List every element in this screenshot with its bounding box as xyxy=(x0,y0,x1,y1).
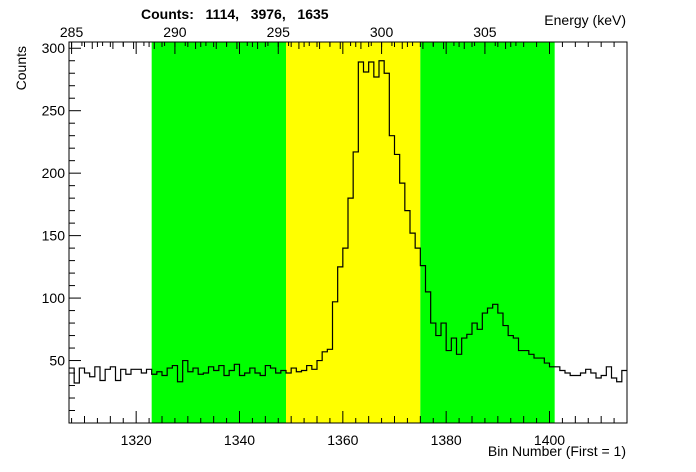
chart-title: Counts: 1114, 3976, 1635 xyxy=(141,6,329,22)
y-tick-label: 200 xyxy=(42,165,66,181)
plot-frame xyxy=(68,41,628,424)
y-tick-label: 150 xyxy=(42,228,66,244)
x2-axis-label: Energy (keV) xyxy=(544,12,626,28)
region-right-background xyxy=(420,42,555,423)
x-tick-label: 1400 xyxy=(534,432,565,448)
x-tick-label: 1360 xyxy=(327,432,358,448)
x-tick-label: 1380 xyxy=(431,432,462,448)
y-tick-label: 300 xyxy=(42,40,66,56)
y-tick-label: 100 xyxy=(42,290,66,306)
region-left-background xyxy=(151,42,286,423)
y-axis-label: Counts xyxy=(13,46,29,90)
x2-tick-label: 300 xyxy=(370,24,394,40)
x-tick-label: 1320 xyxy=(121,432,152,448)
x2-tick-label: 285 xyxy=(60,24,84,40)
x-axis-label: Bin Number (First = 1) xyxy=(488,443,626,459)
x-tick-label: 1340 xyxy=(224,432,255,448)
axis-ticks: 1320 1340 1360 1380 140050100150200250300285… xyxy=(42,24,628,448)
y-tick-label: 50 xyxy=(49,353,65,369)
x2-tick-label: 290 xyxy=(163,24,187,40)
y-tick-label: 250 xyxy=(42,103,66,119)
x2-tick-label: 305 xyxy=(473,24,497,40)
x2-tick-label: 295 xyxy=(267,24,291,40)
histogram-series-line xyxy=(69,60,627,384)
integration-regions xyxy=(151,42,555,423)
region-peak xyxy=(286,42,421,423)
